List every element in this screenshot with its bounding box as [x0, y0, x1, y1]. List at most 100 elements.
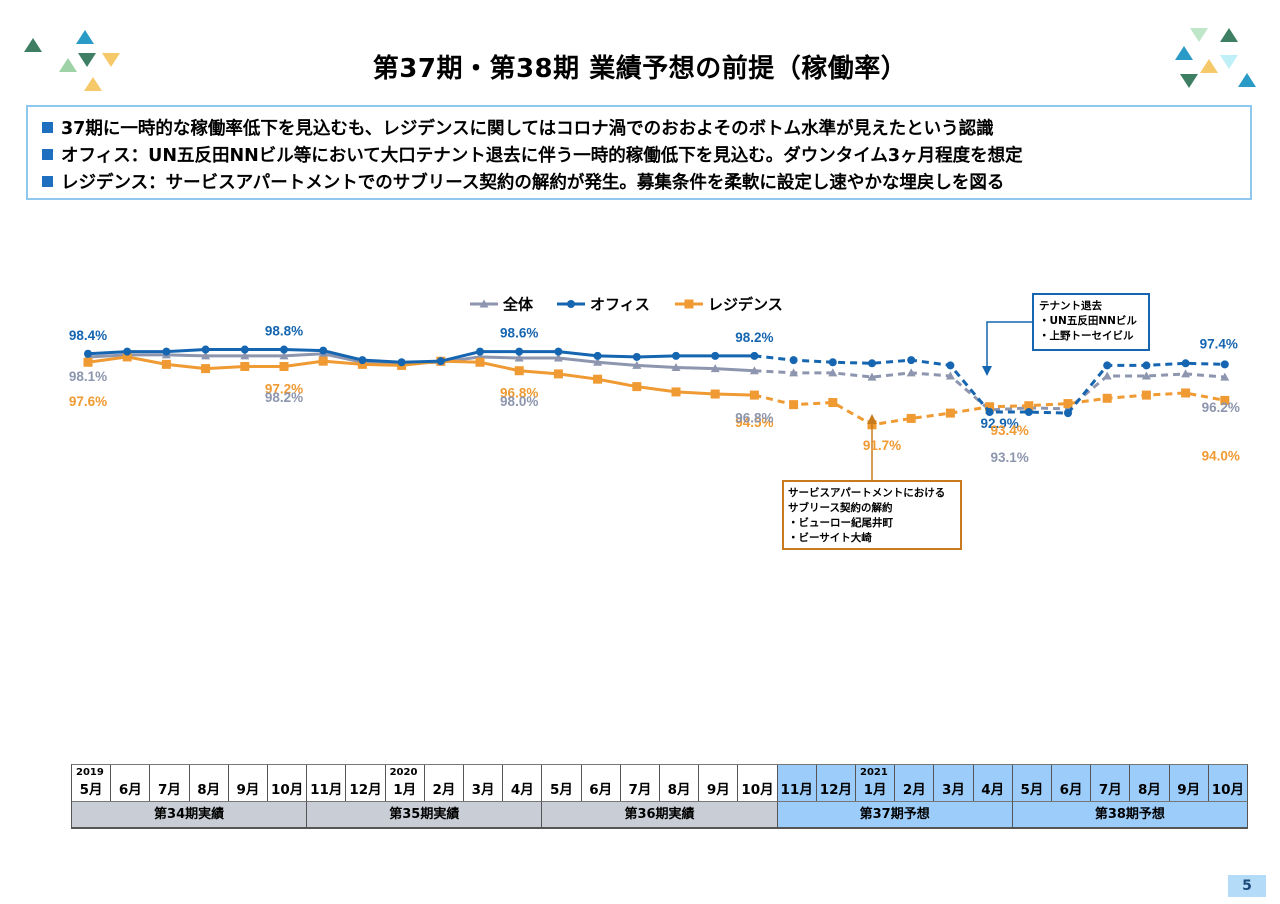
data-point-office — [280, 345, 288, 354]
data-point-office — [750, 351, 759, 360]
data-point-residence — [161, 359, 171, 369]
annotation-box-office — [1032, 293, 1150, 351]
timeline-month-label: 3月 — [471, 782, 495, 798]
timeline-month-cell: 9月 — [228, 765, 268, 801]
page-number: 5 — [1228, 875, 1266, 897]
data-point-all — [553, 353, 563, 362]
data-label-residence: 97.2% — [265, 381, 303, 396]
data-point-office — [1220, 360, 1229, 369]
timeline-month-cell: 9月 — [699, 765, 739, 801]
data-point-office — [162, 347, 171, 356]
data-point-all — [201, 351, 211, 360]
data-point-residence — [201, 364, 211, 374]
data-point-all — [514, 353, 524, 362]
data-point-office — [593, 351, 602, 360]
data-point-office — [358, 356, 367, 365]
data-label-office: 98.4% — [69, 328, 107, 343]
annotation-text-line: テナント退去 — [1039, 299, 1102, 312]
data-point-residence — [1220, 395, 1230, 405]
timeline-year-label: 2021 — [860, 767, 888, 778]
data-point-office — [632, 352, 641, 361]
series-line-residence-actual — [87, 355, 755, 397]
timeline-month-label: 10月 — [1211, 782, 1245, 798]
data-label-office: 97.4% — [1200, 336, 1238, 351]
data-point-office — [1024, 408, 1033, 417]
data-point-office — [240, 345, 249, 354]
timeline-year-label: 2020 — [389, 767, 418, 778]
data-point-all — [789, 368, 799, 377]
occupancy-line-chart: 全体 オフィス レジデンス テナント退去・UN五反田NNビル・上野トーセイビルサービ… — [69, 293, 1240, 550]
timeline-year-label: 2019 — [76, 767, 104, 778]
data-point-residence — [318, 356, 328, 366]
timeline-month-cell: 5月 — [542, 765, 582, 801]
legend-marker-residence — [684, 299, 694, 309]
data-point-residence — [985, 402, 995, 412]
timeline-month-cell: 11月 — [777, 765, 817, 801]
timeline-month-cell: 3月 — [934, 765, 974, 801]
timeline-month-label: 12月 — [349, 782, 382, 798]
timeline-month-cell: 10月 — [268, 765, 308, 801]
data-point-residence — [789, 400, 799, 410]
timeline-month-cell: 8月 — [1130, 765, 1170, 801]
data-point-all — [279, 351, 289, 360]
timeline-month-label: 12月 — [819, 782, 853, 798]
data-label-residence: 94.0% — [1202, 448, 1240, 463]
data-point-residence — [906, 413, 916, 423]
timeline-month-label: 2月 — [432, 782, 456, 798]
data-point-residence — [553, 369, 563, 379]
data-point-office — [907, 356, 916, 365]
data-point-residence — [475, 357, 485, 367]
data-point-office — [436, 357, 445, 366]
data-point-all — [240, 351, 250, 360]
data-point-all — [749, 366, 759, 375]
chart-legend: 全体 オフィス レジデンス — [470, 296, 783, 314]
data-label-office: 98.2% — [735, 330, 773, 345]
timeline-period-cell: 第36期実績 — [542, 801, 778, 827]
timeline-month-cell: 7月 — [1091, 765, 1131, 801]
timeline-month-label: 8月 — [197, 782, 221, 798]
timeline-month-cell: 6月 — [111, 765, 151, 801]
data-label-all: 96.8% — [735, 411, 773, 426]
data-point-office — [319, 346, 328, 355]
timeline-axis: 5月 2019 6月 7月 8月 9月 10月 11月 12月 1月 2020 2月 3月 4月 5月 6月 7… — [71, 764, 1248, 829]
timeline-period-cell: 第34期実績 — [72, 801, 308, 827]
annotation-leader-office — [986, 321, 1033, 366]
timeline-month-label: 1月 — [863, 782, 887, 798]
data-label-office: 98.6% — [500, 326, 538, 341]
data-label-all: 98.1% — [69, 369, 107, 384]
data-label-office: 98.8% — [265, 324, 303, 339]
timeline-period-cell: 第35期実績 — [307, 801, 543, 827]
timeline-month-cell: 4月 — [503, 765, 543, 801]
data-point-residence — [1024, 401, 1034, 411]
timeline-month-cell: 7月 — [150, 765, 190, 801]
timeline-month-cell: 9月 — [1169, 765, 1209, 801]
bullet-item: 37期に一時的な稼働率低下を見込むも、レジデンスに関してはコロナ渦でのおおよその… — [42, 116, 1250, 143]
bullet-item: レジデンス：サービスアパートメントでのサブリース契約の解約が発生。募集条件を柔軟… — [42, 170, 1250, 197]
legend-label-all: 全体 — [502, 296, 534, 314]
timeline-month-label: 2月 — [902, 782, 926, 798]
data-point-all — [1102, 371, 1112, 380]
timeline-month-label: 9月 — [706, 782, 730, 798]
timeline-month-label: 9月 — [236, 782, 260, 798]
timeline-month-label: 8月 — [667, 782, 691, 798]
data-point-office — [397, 358, 406, 367]
bullet-square-icon — [42, 176, 53, 187]
data-point-office — [476, 347, 484, 356]
data-point-office — [672, 351, 680, 360]
bullet-text: 37期に一時的な稼働率低下を見込むも、レジデンスに関してはコロナ渦でのおおよその… — [61, 119, 994, 139]
annotation-text-line: ・ビーサイト大崎 — [788, 531, 872, 544]
data-point-all — [867, 372, 877, 381]
data-point-all — [1220, 372, 1230, 381]
legend-label-office: オフィス — [590, 296, 650, 314]
data-label-residence: 94.5% — [735, 415, 773, 430]
timeline-month-cell: 12月 — [816, 765, 856, 801]
bullet-text: オフィス：UN五反田NNビル等において大口テナント退去に伴う一時的稼働低下を見込… — [61, 146, 1023, 166]
data-point-office — [554, 347, 563, 356]
timeline-month-cell: 5月 2019 — [72, 765, 112, 801]
data-point-office — [1103, 361, 1112, 370]
chart-series-group — [83, 345, 1230, 430]
legend-label-residence: レジデンス — [708, 296, 783, 314]
timeline-month-label: 7月 — [158, 782, 181, 798]
data-point-office — [123, 347, 132, 356]
legend-marker-office — [567, 300, 575, 308]
